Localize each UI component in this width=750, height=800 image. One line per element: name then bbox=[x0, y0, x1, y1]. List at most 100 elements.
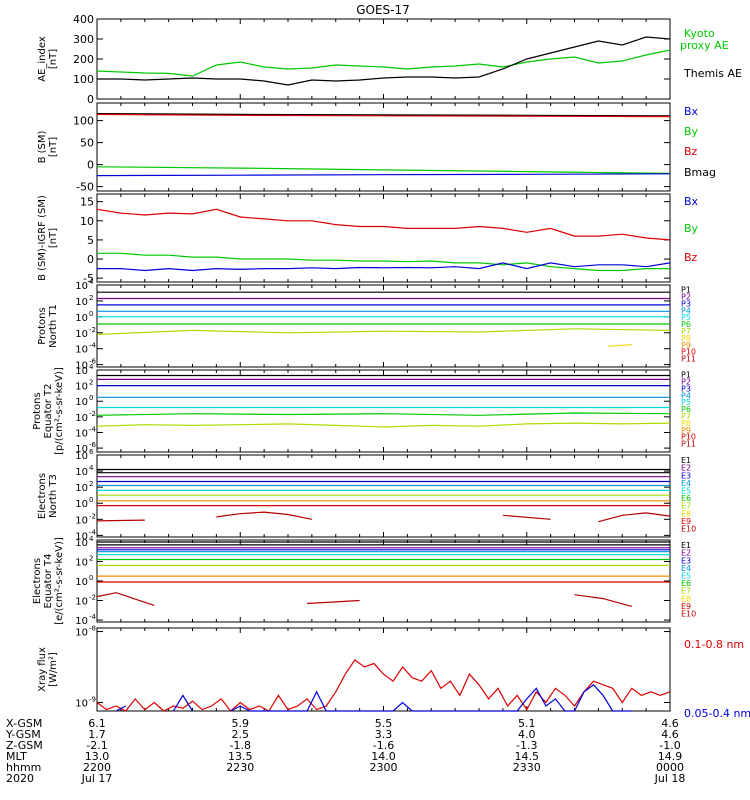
y-tick-label: 200 bbox=[73, 53, 94, 66]
legend-entry: E6 bbox=[681, 579, 691, 588]
y-tick-exponent: 4 bbox=[89, 278, 94, 286]
legend-entry: P10 bbox=[681, 433, 696, 442]
legend-entry: P9 bbox=[681, 341, 691, 350]
y-tick-exponent: 0 bbox=[89, 394, 93, 402]
legend-entry: P11 bbox=[681, 440, 696, 449]
legend-entry: Bz bbox=[684, 145, 698, 158]
y-tick-exponent: 4 bbox=[89, 363, 94, 371]
y-tick-label: 10 bbox=[75, 538, 88, 549]
legend-entry: P9 bbox=[681, 426, 691, 435]
x-axis-row-label: X-GSM bbox=[6, 717, 42, 730]
legend-entry: P2 bbox=[681, 377, 691, 386]
y-tick-exponent: 4 bbox=[89, 464, 94, 472]
y-tick-label: 10 bbox=[75, 297, 88, 308]
legend-entry: Bx bbox=[684, 105, 699, 118]
x-tick-label: Jul 17 bbox=[81, 772, 113, 785]
y-tick-label: 10 bbox=[75, 557, 88, 568]
legend-entry: P6 bbox=[681, 405, 691, 414]
y-tick-exponent: 2 bbox=[89, 554, 93, 562]
y-tick-exponent: -4 bbox=[89, 425, 97, 433]
x-tick-label: 13.0 bbox=[85, 750, 110, 763]
y-tick-label: 15 bbox=[80, 196, 94, 209]
x-axis-row-label: hhmm bbox=[6, 761, 41, 774]
y-tick-label: 10 bbox=[75, 345, 88, 356]
x-tick-label: 14.0 bbox=[371, 750, 396, 763]
series-line bbox=[96, 659, 671, 712]
series-line bbox=[96, 328, 671, 335]
x-tick-label: 14.5 bbox=[515, 750, 540, 763]
legend-entry: 0.05-0.4 nm bbox=[684, 707, 750, 720]
legend-entry: E8 bbox=[681, 509, 691, 518]
y-axis-label: Electrons bbox=[37, 473, 48, 519]
series-line bbox=[598, 512, 671, 523]
y-tick-exponent: 0 bbox=[89, 574, 93, 582]
y-tick-label: 10 bbox=[75, 483, 88, 494]
legend-entry: E7 bbox=[681, 502, 691, 511]
y-axis-label: Protons bbox=[32, 392, 43, 429]
y-tick-label: 10 bbox=[75, 531, 88, 542]
y-tick-exponent: -9 bbox=[89, 695, 96, 703]
y-tick-label: 10 bbox=[75, 616, 88, 627]
legend-entry: P6 bbox=[681, 320, 691, 329]
legend-entry: E3 bbox=[681, 556, 691, 565]
x-tick-label: 4.6 bbox=[661, 728, 679, 741]
legend-entry: E1 bbox=[681, 541, 691, 550]
series-line bbox=[96, 519, 145, 522]
x-tick-label: 5.9 bbox=[232, 717, 250, 730]
y-tick-label: 10 bbox=[75, 382, 88, 393]
y-tick-label: 10 bbox=[75, 628, 88, 639]
legend-entry: E7 bbox=[681, 587, 691, 596]
x-tick-label: 2.5 bbox=[232, 728, 250, 741]
legend-entry: By bbox=[684, 125, 699, 138]
y-tick-label: 10 bbox=[75, 698, 88, 709]
legend-entry: E10 bbox=[681, 609, 696, 618]
y-axis-label: B (SM)-IGRF (SM) bbox=[37, 195, 48, 281]
x-tick-label: -2.1 bbox=[86, 739, 107, 752]
y-tick-label: 300 bbox=[73, 33, 94, 46]
x-tick-label: 6.1 bbox=[88, 717, 106, 730]
y-tick-label: 100 bbox=[73, 73, 94, 86]
legend-entry: Bx bbox=[684, 195, 699, 208]
x-tick-label: 14.9 bbox=[658, 750, 683, 763]
y-tick-label: -5 bbox=[83, 272, 94, 285]
legend-entry: E2 bbox=[681, 549, 691, 558]
y-tick-label: 100 bbox=[73, 115, 94, 128]
x-tick-label: 5.1 bbox=[518, 717, 536, 730]
legend-entry: P5 bbox=[681, 313, 691, 322]
legend-entry: Bmag bbox=[684, 166, 716, 179]
y-tick-label: 10 bbox=[75, 515, 88, 526]
y-tick-exponent: -2 bbox=[89, 326, 96, 334]
legend-entry: P1 bbox=[681, 371, 691, 380]
legend-entry: P7 bbox=[681, 412, 691, 421]
series-line bbox=[97, 36, 671, 86]
y-tick-exponent: -4 bbox=[89, 342, 97, 350]
y-tick-label: 10 bbox=[75, 313, 88, 324]
x-axis-row-label: Z-GSM bbox=[6, 739, 43, 752]
x-tick-label: 0000 bbox=[656, 761, 684, 774]
y-axis-label: [W/m²] bbox=[48, 652, 59, 687]
y-tick-exponent: 0 bbox=[89, 310, 93, 318]
legend-entry: P3 bbox=[681, 299, 691, 308]
series-line bbox=[574, 594, 632, 607]
x-tick-label: 2200 bbox=[83, 761, 111, 774]
y-tick-label: 400 bbox=[73, 13, 94, 26]
y-tick-label: 10 bbox=[75, 577, 88, 588]
y-tick-exponent: -4 bbox=[89, 613, 97, 621]
series-line bbox=[172, 694, 194, 712]
y-tick-label: 5 bbox=[87, 234, 94, 247]
legend-entry: E4 bbox=[681, 479, 691, 488]
series-line bbox=[96, 412, 671, 416]
x-tick-label: Jul 18 bbox=[654, 772, 686, 785]
y-axis-label: [nT] bbox=[48, 137, 59, 157]
y-tick-exponent: -4 bbox=[89, 528, 97, 536]
y-tick-label: 10 bbox=[80, 215, 94, 228]
y-axis-label: North T3 bbox=[48, 474, 59, 518]
series-line bbox=[96, 208, 671, 241]
y-axis-label: AE_index bbox=[37, 36, 48, 82]
y-tick-exponent: 2 bbox=[89, 294, 93, 302]
y-axis-label: Xray flux bbox=[37, 647, 48, 692]
legend-entry: E9 bbox=[681, 602, 691, 611]
y-tick-label: 10 bbox=[75, 366, 88, 377]
x-tick-label: -1.6 bbox=[373, 739, 394, 752]
